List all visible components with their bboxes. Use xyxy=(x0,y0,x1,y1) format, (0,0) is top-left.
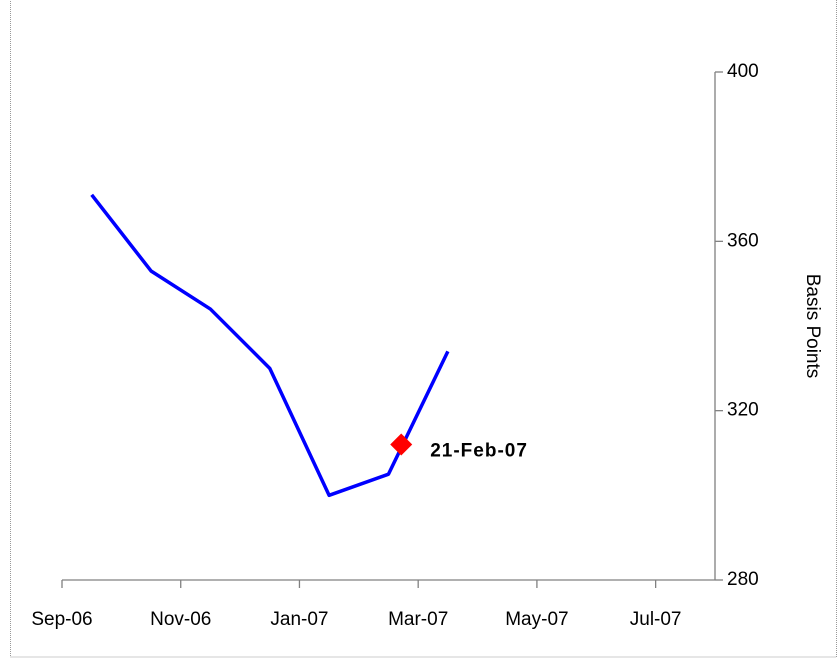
y-tick-label: 320 xyxy=(727,400,759,421)
y-tick-label: 360 xyxy=(727,230,759,251)
chart-frame xyxy=(10,0,837,658)
x-tick-label: Mar-07 xyxy=(388,609,448,630)
marker-label: 21-Feb-07 xyxy=(430,441,528,462)
y-tick-label: 280 xyxy=(727,569,759,590)
x-tick-label: Nov-06 xyxy=(150,609,211,630)
line xyxy=(90,193,450,498)
marker xyxy=(390,433,413,456)
x-tick-label: Sep-06 xyxy=(31,609,92,630)
x-tick-label: Jan-07 xyxy=(270,609,328,630)
x-tick-label: May-07 xyxy=(505,609,568,630)
x-tick-label: Jul-07 xyxy=(630,609,682,630)
y-tick-label: 400 xyxy=(727,61,759,82)
y-axis-label: Basis Points xyxy=(802,274,823,379)
